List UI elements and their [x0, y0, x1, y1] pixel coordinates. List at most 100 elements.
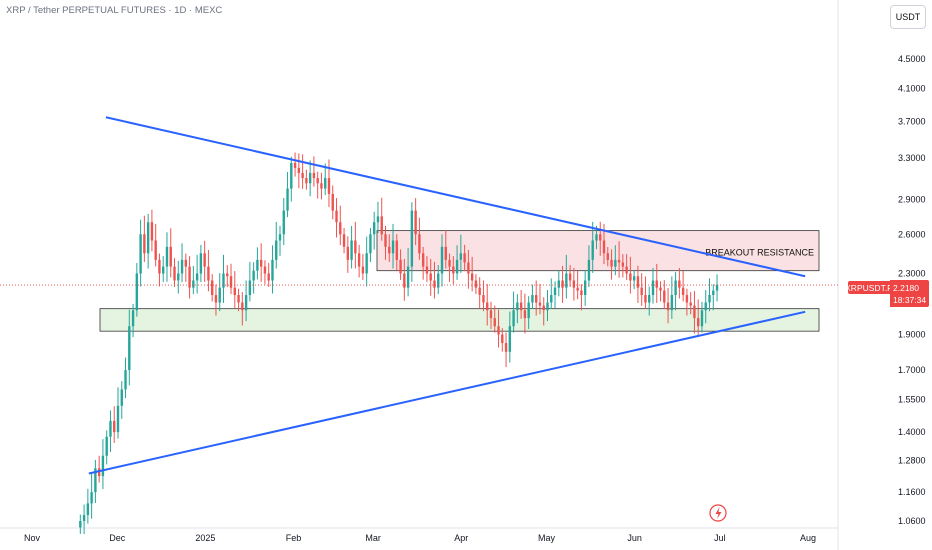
candle-body — [576, 287, 579, 291]
candle-body — [470, 273, 474, 281]
candle-body — [154, 240, 157, 260]
x-tick-label: Nov — [24, 533, 41, 543]
x-tick-label: Feb — [286, 533, 302, 543]
candle-body — [146, 222, 150, 254]
candle-body — [207, 266, 210, 281]
lower-trendline — [88, 310, 806, 475]
candle-body — [410, 210, 414, 267]
candle-body — [203, 253, 206, 267]
candle-body — [263, 266, 267, 274]
candle-body — [463, 253, 466, 263]
candle-body — [497, 326, 500, 335]
candle-body — [591, 240, 594, 260]
y-tick-label: 1.9000 — [898, 330, 926, 340]
candle-body — [241, 302, 244, 311]
candle-body — [293, 162, 297, 168]
y-tick-label: 4.5000 — [898, 54, 926, 64]
candle-body — [169, 246, 172, 267]
candle-body — [116, 405, 120, 433]
chart-title: XRP / Tether PERPETUAL FUTURES · 1D · ME… — [6, 5, 223, 16]
candle-body — [229, 276, 233, 288]
candle-body — [312, 172, 316, 179]
candle-body — [305, 178, 308, 184]
candle-body — [433, 280, 436, 288]
x-tick-label: 2025 — [195, 533, 215, 543]
last-price: 2.2180 — [893, 282, 919, 293]
candle-body — [708, 295, 711, 303]
candle-body — [79, 521, 82, 528]
symbol-label: XRPUSDT.P — [845, 281, 893, 294]
candle-body — [542, 305, 545, 311]
candle-body — [444, 246, 447, 260]
candle-body — [97, 468, 101, 477]
bar-countdown: 18:37:34 — [893, 294, 927, 305]
y-tick-label: 2.9000 — [898, 194, 926, 204]
candle-body — [452, 266, 455, 274]
candle-body — [199, 253, 203, 274]
candle-body — [222, 273, 225, 288]
candle-body — [388, 246, 391, 254]
candle-body — [448, 259, 451, 267]
candle-body — [214, 295, 218, 303]
candle-body — [403, 273, 406, 288]
candle-body — [478, 287, 481, 296]
candle-body — [177, 273, 180, 281]
candle-body — [644, 295, 647, 303]
candle-body — [670, 295, 674, 311]
candle-body — [486, 302, 489, 311]
candle-body — [599, 234, 602, 241]
y-tick-label: 2.6000 — [898, 229, 926, 239]
lightning-bolt-icon — [715, 507, 722, 519]
candle-body — [516, 302, 519, 311]
candle-body — [90, 492, 93, 504]
y-tick-label: 1.2800 — [898, 456, 926, 466]
x-tick-label: Jun — [627, 533, 642, 543]
candle-body — [361, 266, 365, 274]
candle-body — [704, 302, 707, 311]
candle-body — [474, 280, 478, 288]
candle-body — [158, 259, 161, 274]
candle-body — [324, 178, 327, 189]
candle-body — [139, 234, 142, 274]
candle-body — [101, 455, 105, 477]
candle-body — [568, 273, 572, 281]
candle-body — [316, 178, 319, 184]
candle-body — [301, 172, 304, 179]
candle-body — [331, 193, 334, 211]
candle-body — [663, 290, 666, 303]
candle-body — [482, 295, 485, 303]
candle-body — [614, 259, 617, 267]
y-tick-label: 2.3000 — [898, 268, 926, 278]
candle-body — [165, 246, 169, 267]
candle-body — [82, 515, 86, 521]
candle-body — [700, 310, 704, 327]
candle-body — [350, 240, 353, 260]
candle-body — [697, 318, 700, 327]
candle-body — [429, 273, 432, 281]
candle-body — [625, 266, 628, 274]
candle-body — [523, 310, 527, 319]
candle-body — [689, 302, 692, 306]
candle-body — [406, 266, 410, 288]
candle-body — [391, 240, 395, 254]
candle-body — [233, 287, 236, 296]
candle-body — [252, 270, 255, 281]
candle-body — [715, 284, 719, 291]
candle-body — [712, 290, 715, 296]
currency-selector[interactable]: USDT — [890, 5, 926, 29]
candle-body — [271, 259, 274, 281]
candle-body — [565, 273, 568, 288]
last-price-tag: XRPUSDT.P 2.2180 18:37:34 — [845, 280, 929, 307]
candle-body — [595, 234, 598, 241]
candle-body — [467, 262, 470, 274]
candle-body — [519, 302, 523, 311]
candle-body — [180, 259, 184, 274]
y-tick-label: 4.1000 — [898, 84, 926, 94]
candle-body — [508, 326, 512, 352]
candle-body — [640, 287, 643, 296]
candle-body — [418, 234, 421, 254]
candle-body — [632, 276, 636, 281]
candle-body — [94, 468, 97, 493]
candle-body — [512, 310, 515, 327]
